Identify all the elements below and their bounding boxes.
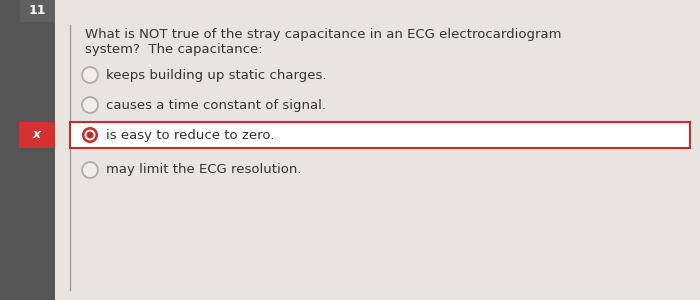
Text: may limit the ECG resolution.: may limit the ECG resolution. (106, 164, 302, 176)
Text: x: x (33, 128, 41, 142)
Circle shape (83, 164, 97, 176)
Circle shape (85, 130, 95, 140)
Circle shape (83, 98, 97, 112)
Text: causes a time constant of signal.: causes a time constant of signal. (106, 98, 326, 112)
Text: What is NOT true of the stray capacitance in an ECG electrocardiogram: What is NOT true of the stray capacitanc… (85, 28, 561, 41)
Bar (19, 122, 55, 148)
Bar (0, 0, 55, 300)
Circle shape (87, 131, 94, 139)
Text: system?  The capacitance:: system? The capacitance: (85, 43, 262, 56)
Text: keeps building up static charges.: keeps building up static charges. (106, 68, 326, 82)
Circle shape (83, 68, 97, 82)
Text: is easy to reduce to zero.: is easy to reduce to zero. (106, 128, 274, 142)
Circle shape (82, 127, 98, 143)
Bar (20, 0, 55, 22)
Text: 11: 11 (29, 4, 46, 17)
Bar (70, 122, 690, 148)
